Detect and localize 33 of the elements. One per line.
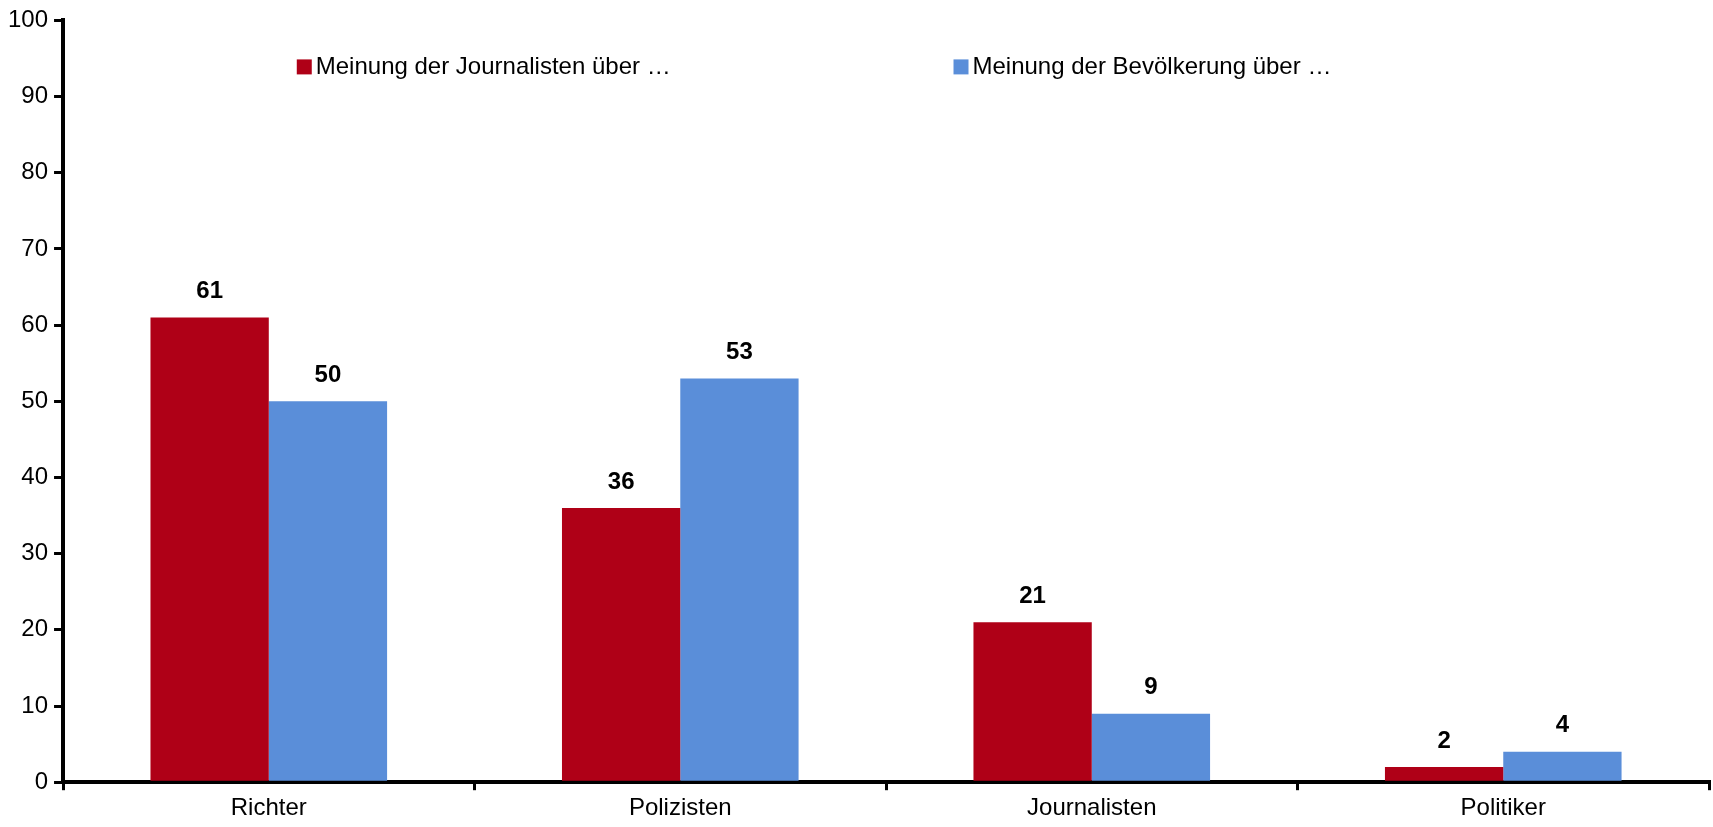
data-label: 53: [726, 337, 753, 365]
data-label: 50: [314, 359, 342, 387]
y-tick-label: 80: [21, 157, 49, 185]
bar: [1503, 751, 1622, 781]
y-tick-label: 70: [21, 233, 49, 261]
y-tick-label: 100: [8, 5, 49, 33]
data-label: 21: [1019, 580, 1046, 608]
bar: [561, 507, 681, 781]
data-label: 61: [196, 276, 223, 304]
data-label: 36: [607, 466, 635, 494]
data-label: 9: [1144, 672, 1158, 700]
x-tick-label: Politiker: [1460, 793, 1546, 821]
y-tick-label: 20: [21, 614, 49, 642]
data-label: 4: [1555, 710, 1570, 738]
y-tick-label: 90: [21, 81, 49, 109]
data-label: 2: [1437, 725, 1451, 753]
y-tick-label: 50: [21, 385, 49, 413]
x-tick-label: Polizisten: [628, 793, 732, 821]
bar: [1384, 766, 1504, 781]
bar: [150, 317, 269, 781]
y-tick-label: 40: [21, 462, 49, 490]
x-tick-label: Richter: [230, 793, 307, 821]
y-tick-label: 10: [21, 690, 49, 718]
bar: [268, 401, 388, 781]
legend-label: Meinung der Journalisten über …: [315, 52, 671, 80]
bar: [973, 622, 1092, 781]
bar: [1091, 713, 1211, 781]
bar: [680, 378, 799, 781]
y-tick-label: 0: [34, 766, 49, 794]
y-tick-label: 30: [21, 538, 49, 566]
legend-label: Meinung der Bevölkerung über …: [972, 52, 1332, 80]
x-tick-label: Journalisten: [1027, 793, 1157, 821]
y-tick-label: 60: [21, 309, 49, 337]
